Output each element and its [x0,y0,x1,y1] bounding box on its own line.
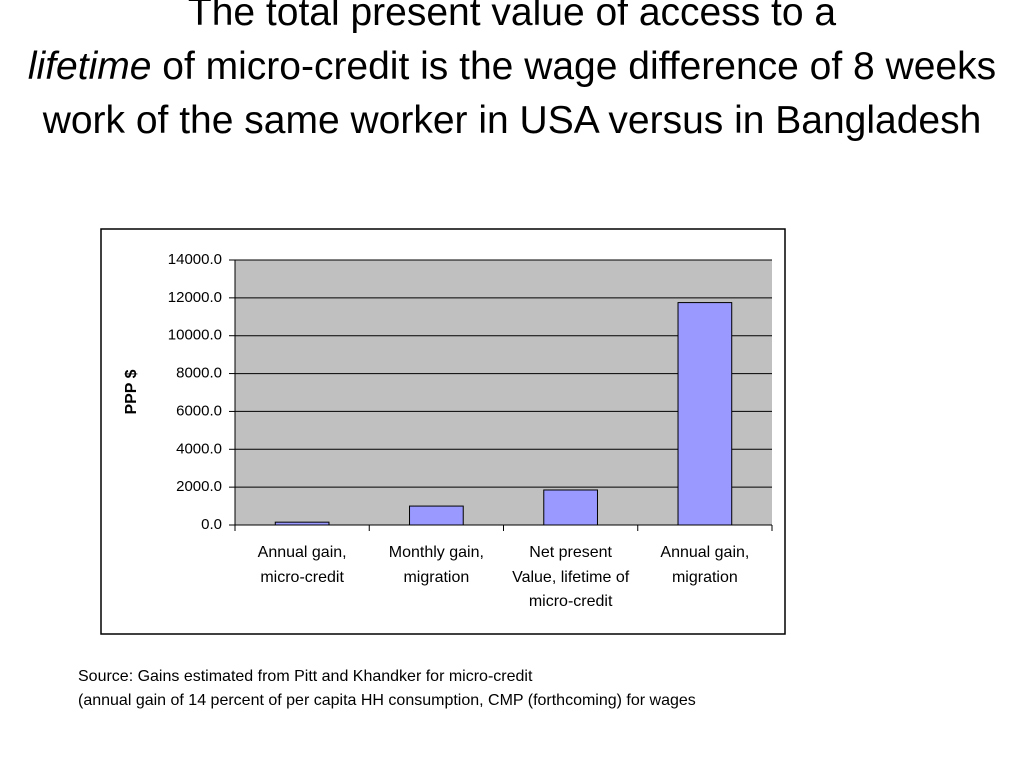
y-tick-label: 10000.0 [168,327,222,344]
slide-title: The total present value of access to a li… [12,0,1012,148]
bar [677,302,733,526]
bar [274,521,330,526]
y-tick-label: 2000.0 [176,478,222,495]
y-tick-label: 14000.0 [168,251,222,268]
x-tick-label: Annual gain, micro-credit [257,544,347,586]
bar [543,489,598,526]
source-line: (annual gain of 14 percent of per capita… [78,692,696,709]
y-tick-label: 8000.0 [176,365,222,382]
y-tick-label: 0.0 [201,516,222,533]
y-tick-label: 4000.0 [176,440,222,457]
y-axis-label: PPP $ [123,369,140,414]
x-tick-label: Monthly gain, migration [388,544,484,586]
x-tick-label: Net present Value, lifetime of micro-cre… [512,544,630,610]
source-note: Source: Gains estimated from Pitt and Kh… [78,665,696,713]
title-text: of micro-credit is the wage difference o… [42,45,997,142]
title-emphasis: lifetime [27,45,152,88]
x-tick-label: Annual gain, migration [660,544,750,586]
source-line: Source: Gains estimated from Pitt and Kh… [78,668,533,685]
y-tick-label: 12000.0 [168,289,222,306]
title-text: The total present value of access to a [187,0,837,34]
y-tick-label: 6000.0 [176,402,222,419]
bar [409,505,464,526]
